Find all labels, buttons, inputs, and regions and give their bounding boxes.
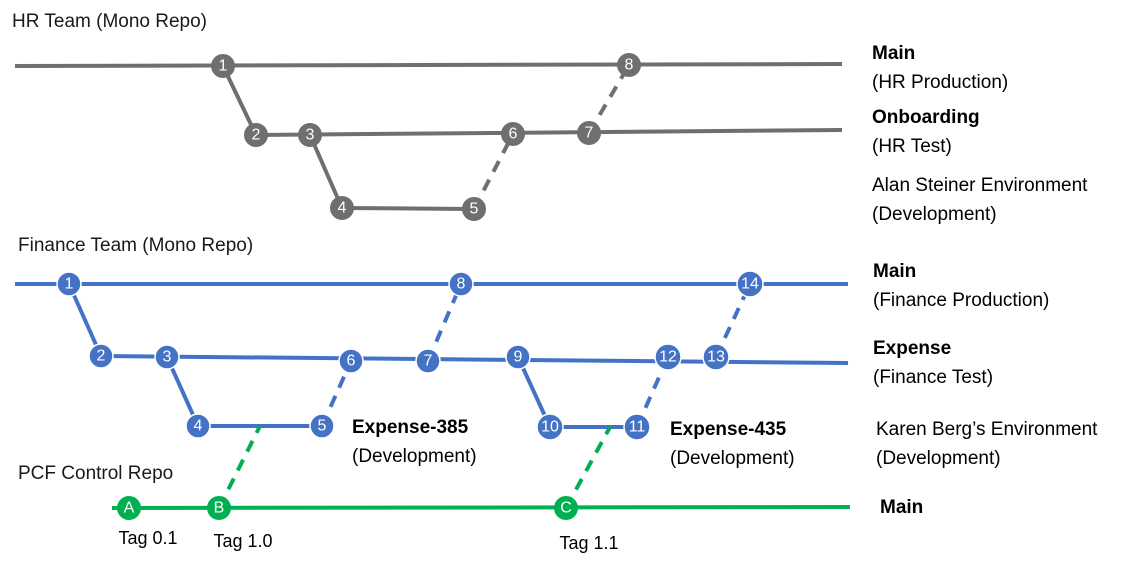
svg-text:3: 3 xyxy=(306,127,315,144)
hr-commit-node: 2 xyxy=(244,123,268,147)
svg-text:7: 7 xyxy=(424,353,433,370)
finance-branch1-sublabel: (Development) xyxy=(352,446,477,467)
finance-main-label: Main xyxy=(873,261,916,282)
finance-commit-node: 5 xyxy=(309,413,335,439)
hr-title: HR Team (Mono Repo) xyxy=(12,11,207,32)
hr-dev-line xyxy=(341,206,475,211)
finance-expense-sublabel: (Finance Test) xyxy=(873,367,993,388)
finance-commit-node: 8 xyxy=(448,271,474,297)
svg-text:5: 5 xyxy=(470,201,479,218)
hr-branch-lines xyxy=(14,62,843,211)
hr-main-line xyxy=(14,62,843,68)
svg-text:8: 8 xyxy=(625,57,634,74)
finance-dev-label: Karen Berg’s Environment xyxy=(876,419,1098,440)
hr-branch-1-2 xyxy=(221,65,258,136)
svg-text:6: 6 xyxy=(509,126,518,143)
svg-text:3: 3 xyxy=(163,349,172,366)
hr-onboarding-label: Onboarding xyxy=(872,107,980,128)
svg-text:1: 1 xyxy=(65,276,74,293)
finance-commit-node: 7 xyxy=(415,348,441,374)
pcf-tag-node: C xyxy=(554,496,578,520)
svg-text:2: 2 xyxy=(252,127,261,144)
svg-text:11: 11 xyxy=(629,419,646,436)
pcf-tag-label: Tag 0.1 xyxy=(118,528,177,548)
finance-commit-node: 3 xyxy=(154,344,180,370)
finance-commit-node: 14 xyxy=(736,270,764,298)
finance-commit-node: 1 xyxy=(56,271,82,297)
svg-text:C: C xyxy=(560,500,572,517)
hr-dev-label: Alan Steiner Environment xyxy=(872,175,1088,196)
hr-onboarding-line xyxy=(255,128,843,137)
hr-dev-sublabel: (Development) xyxy=(872,204,997,225)
svg-text:4: 4 xyxy=(194,418,203,435)
finance-commit-node: 10 xyxy=(536,413,564,441)
pcf-branch-lines xyxy=(111,425,851,510)
pcf-main-label: Main xyxy=(880,497,923,518)
hr-commit-node: 8 xyxy=(617,53,641,77)
hr-commit-node: 3 xyxy=(298,123,322,147)
hr-commit-node: 7 xyxy=(577,121,601,145)
finance-main-sublabel: (Finance Production) xyxy=(873,290,1049,311)
finance-commit-node: 2 xyxy=(88,343,114,369)
svg-text:9: 9 xyxy=(514,349,523,366)
svg-text:A: A xyxy=(124,500,135,517)
hr-commit-node: 5 xyxy=(462,197,486,221)
pcf-tag-node: B xyxy=(207,496,231,520)
hr-commit-node: 4 xyxy=(330,196,354,220)
finance-commit-node: 4 xyxy=(185,413,211,439)
finance-branch1-label: Expense-385 xyxy=(352,417,469,438)
svg-text:8: 8 xyxy=(457,276,466,293)
finance-commit-node: 9 xyxy=(505,344,531,370)
pcf-tag-label: Tag 1.0 xyxy=(213,531,272,551)
hr-commit-node: 6 xyxy=(501,122,525,146)
svg-text:12: 12 xyxy=(659,349,677,366)
finance-branch-1-2 xyxy=(67,283,103,357)
svg-text:2: 2 xyxy=(97,348,106,365)
finance-title: Finance Team (Mono Repo) xyxy=(18,235,253,256)
svg-text:4: 4 xyxy=(338,200,347,217)
hr-merge-5-6 xyxy=(472,133,515,210)
finance-commit-node: 6 xyxy=(338,348,364,374)
finance-branch2-sublabel: (Development) xyxy=(670,448,795,469)
finance-commit-node: 11 xyxy=(623,413,651,441)
pcf-link-B-finance xyxy=(217,425,262,509)
svg-text:10: 10 xyxy=(541,419,559,436)
pcf-link-C-finance xyxy=(564,426,612,509)
pcf-title: PCF Control Repo xyxy=(18,463,173,484)
svg-text:6: 6 xyxy=(347,353,356,370)
hr-commit-node: 1 xyxy=(211,54,235,78)
hr-main-label: Main xyxy=(872,43,915,64)
svg-text:13: 13 xyxy=(707,349,725,366)
svg-text:14: 14 xyxy=(741,276,759,293)
finance-expense-label: Expense xyxy=(873,338,951,359)
hr-onboarding-sublabel: (HR Test) xyxy=(872,136,952,157)
hr-section: HR Team (Mono Repo) 1 2 3 4 5 6 7 8 Main… xyxy=(12,11,1088,225)
pcf-tag-label: Tag 1.1 xyxy=(559,533,618,553)
finance-commit-node: 12 xyxy=(654,343,682,371)
svg-text:7: 7 xyxy=(585,125,594,142)
hr-branch-3-4 xyxy=(308,134,344,209)
finance-branch2-label: Expense-435 xyxy=(670,419,787,440)
pcf-tag-node: A xyxy=(117,496,141,520)
finance-dev-sublabel: (Development) xyxy=(876,448,1001,469)
finance-commit-node: 13 xyxy=(702,343,730,371)
finance-merge-7-8 xyxy=(426,283,463,362)
hr-main-sublabel: (HR Production) xyxy=(872,72,1008,93)
pcf-main-line xyxy=(111,505,851,510)
svg-text:B: B xyxy=(214,500,225,517)
finance-expense-line xyxy=(100,354,849,365)
finance-section: Finance Team (Mono Repo) 1 2 3 4 5 6 7 8… xyxy=(15,235,1098,469)
hr-merge-7-8 xyxy=(587,63,631,135)
svg-text:5: 5 xyxy=(318,418,327,435)
pcf-section: PCF Control Repo A B C Tag 0.1 Tag 1.0 T… xyxy=(18,425,923,553)
svg-text:1: 1 xyxy=(219,58,228,75)
